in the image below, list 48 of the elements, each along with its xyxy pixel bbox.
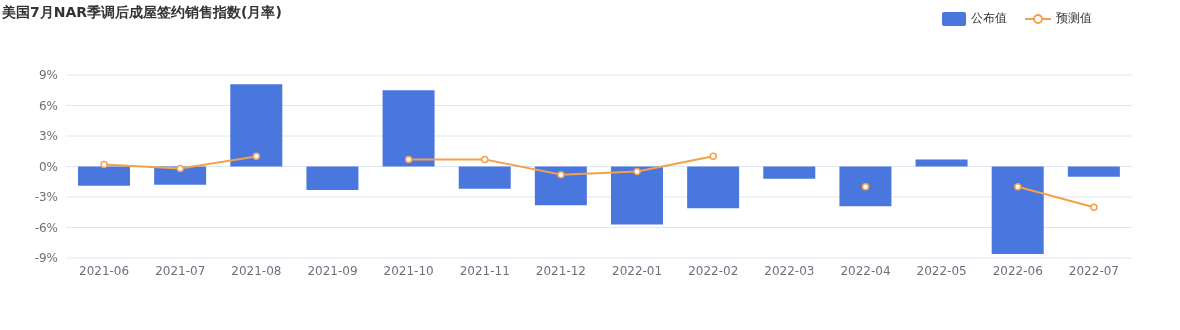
- point: [481, 155, 489, 164]
- x-tick-label: 2021-10: [383, 263, 434, 278]
- point: [1014, 183, 1022, 191]
- x-tick-label: 2022-03: [764, 263, 815, 278]
- y-tick-label: -9%: [34, 251, 58, 266]
- y-tick-label: 6%: [38, 98, 58, 113]
- bar: [763, 166, 816, 179]
- y-tick-label: 3%: [38, 129, 58, 144]
- bar: [839, 166, 892, 207]
- point: [404, 155, 413, 164]
- point: [176, 164, 184, 173]
- x-tick-label: 2021-08: [231, 263, 282, 278]
- bar: [534, 166, 587, 206]
- x-tick-label: 2022-04: [840, 263, 891, 278]
- y-tick-label: -3%: [34, 190, 58, 205]
- bar: [611, 166, 663, 225]
- point: [709, 152, 717, 161]
- y-tick-label: 9%: [38, 68, 58, 83]
- point: [1090, 203, 1098, 211]
- bar: [230, 84, 283, 167]
- bar: [915, 159, 968, 167]
- bar: [382, 90, 435, 167]
- x-tick-label: 2021-07: [155, 263, 206, 278]
- point: [252, 152, 261, 161]
- x-tick-label: 2021-09: [307, 263, 358, 278]
- x-tick-label: 2021-11: [459, 263, 510, 278]
- point: [557, 170, 565, 179]
- x-tick-label: 2021-12: [535, 263, 586, 278]
- x-tick-label: 2021-06: [79, 263, 130, 278]
- bar: [306, 166, 359, 190]
- x-tick-label: 2022-05: [916, 263, 967, 278]
- bar: [687, 166, 740, 209]
- legend-label: 预测值: [1056, 10, 1092, 27]
- point: [100, 160, 108, 169]
- bar: [458, 166, 511, 189]
- x-tick-label: 2022-07: [1068, 263, 1119, 278]
- x-tick-label: 2022-02: [688, 263, 739, 278]
- y-tick-label: 0%: [38, 159, 58, 174]
- point: [861, 183, 870, 191]
- bar: [78, 166, 130, 186]
- bar: [991, 166, 1044, 254]
- legend-label: 公布值: [971, 10, 1007, 27]
- x-tick-label: 2022-01: [612, 263, 663, 278]
- y-tick-label: -6%: [34, 220, 58, 235]
- bar: [1067, 166, 1120, 177]
- point: [633, 167, 641, 176]
- chart-title: 美国7月NAR季调后成屋签约销售指数(月率): [2, 4, 282, 22]
- x-tick-label: 2022-06: [992, 263, 1043, 278]
